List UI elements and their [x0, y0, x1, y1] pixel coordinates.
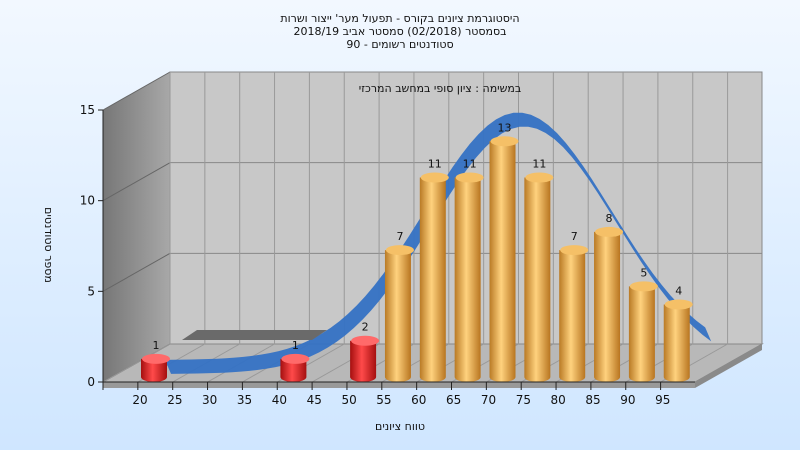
bar-body-20 — [141, 358, 167, 382]
data-label-65: 11 — [463, 158, 477, 171]
x-tick-label-85: 85 — [585, 393, 600, 407]
x-tick-label-55: 55 — [376, 393, 391, 407]
y-tick-label-15: 15 — [80, 103, 95, 117]
chart-title-line-3: סטודנטים רשומים - 90 — [346, 38, 453, 51]
y-tick-label-5: 5 — [87, 284, 95, 298]
bar-body-65 — [454, 177, 481, 382]
x-tick-label-60: 60 — [411, 393, 426, 407]
chart-title-line-2: בסמסטר (02/2018) סמסטר אביב 2018/19 — [293, 25, 506, 38]
data-label-55: 7 — [396, 230, 403, 243]
x-tick-label-30: 30 — [202, 393, 217, 407]
bar-90 — [628, 281, 658, 382]
bar-body-70 — [489, 141, 516, 382]
bar-top-60 — [420, 172, 449, 183]
bars — [141, 136, 693, 382]
y-ticks: 0 5 10 15 — [80, 103, 103, 389]
grid-line-y-10 — [102, 162, 171, 202]
y-axis-label: מספר סטודנטים — [42, 207, 55, 283]
bar-top-40 — [281, 353, 310, 364]
bar-80 — [559, 245, 589, 382]
x-tick-label-90: 90 — [620, 393, 635, 407]
bar-body-60 — [419, 177, 446, 382]
chart-subtitle: במשימה : ציון סופי במחשב המרכזי — [359, 82, 522, 95]
bar-85 — [594, 226, 624, 382]
floor-front-edge — [103, 382, 695, 388]
x-axis-label: טווח ציונים — [375, 420, 425, 433]
data-label-90: 5 — [640, 266, 647, 279]
x-tick-label-20: 20 — [132, 393, 147, 407]
data-label-80: 7 — [571, 230, 578, 243]
data-label-85: 8 — [606, 212, 613, 225]
data-label-40: 1 — [292, 339, 299, 352]
bar-60 — [419, 172, 449, 382]
x-tick-label-65: 65 — [446, 393, 461, 407]
bar-50 — [350, 335, 380, 382]
bar-top-80 — [560, 245, 589, 256]
x-tick-label-25: 25 — [167, 393, 182, 407]
floor-line-0 — [102, 343, 171, 383]
bar-top-55 — [385, 245, 414, 256]
bar-top-95 — [664, 299, 693, 310]
data-label-95: 4 — [675, 284, 682, 297]
bar-body-95 — [663, 304, 690, 382]
bar-55 — [384, 245, 414, 382]
data-label-60: 11 — [428, 158, 442, 171]
distribution-curve — [165, 112, 712, 374]
bar-top-75 — [525, 172, 554, 183]
bar-body-40 — [280, 358, 307, 382]
data-label-70: 13 — [498, 121, 512, 134]
bar-95 — [663, 299, 693, 382]
bar-top-90 — [629, 281, 658, 292]
bar-top-50 — [351, 335, 380, 346]
bar-top-20 — [142, 353, 170, 364]
x-tick-label-35: 35 — [237, 393, 252, 407]
x-tick-label-45: 45 — [307, 393, 322, 407]
x-tick-label-50: 50 — [341, 393, 356, 407]
bar-body-75 — [524, 177, 551, 382]
bar-70 — [489, 136, 519, 382]
y-tick-label-10: 10 — [80, 194, 95, 208]
data-label-75: 11 — [532, 158, 546, 171]
y-tick-label-0: 0 — [87, 375, 95, 389]
bar-65 — [454, 172, 484, 382]
grid-lines — [102, 71, 762, 383]
bar-body-90 — [628, 286, 655, 382]
x-tick-label-75: 75 — [516, 393, 531, 407]
bar-body-80 — [559, 250, 586, 382]
bar-body-85 — [594, 231, 621, 382]
x-tick-label-40: 40 — [272, 393, 287, 407]
bar-body-55 — [384, 250, 411, 382]
bar-body-50 — [350, 340, 377, 382]
bar-top-85 — [595, 226, 624, 237]
data-label-20: 1 — [153, 339, 160, 352]
left-wall — [103, 72, 170, 382]
grid-line-y-15 — [102, 71, 171, 111]
x-tick-label-80: 80 — [551, 393, 566, 407]
bar-top-65 — [455, 172, 484, 183]
chart-title-line-1: היסטוגרמת ציונים בקורס - תפעול מער' ייצו… — [280, 12, 519, 25]
bar-20 — [141, 353, 170, 382]
x-ticks: 20 25 30 35 40 45 50 55 60 65 70 75 80 85 90 95 — [102, 382, 670, 407]
bar-top-70 — [490, 136, 519, 147]
grid-line-y-5 — [102, 252, 171, 292]
curve-floor-band — [182, 330, 327, 340]
x-tick-label-70: 70 — [481, 393, 496, 407]
data-label-50: 2 — [362, 321, 369, 334]
floor-right-edge — [695, 344, 762, 388]
bar-40 — [280, 353, 310, 382]
x-tick-label-95: 95 — [655, 393, 670, 407]
bar-75 — [524, 172, 554, 382]
